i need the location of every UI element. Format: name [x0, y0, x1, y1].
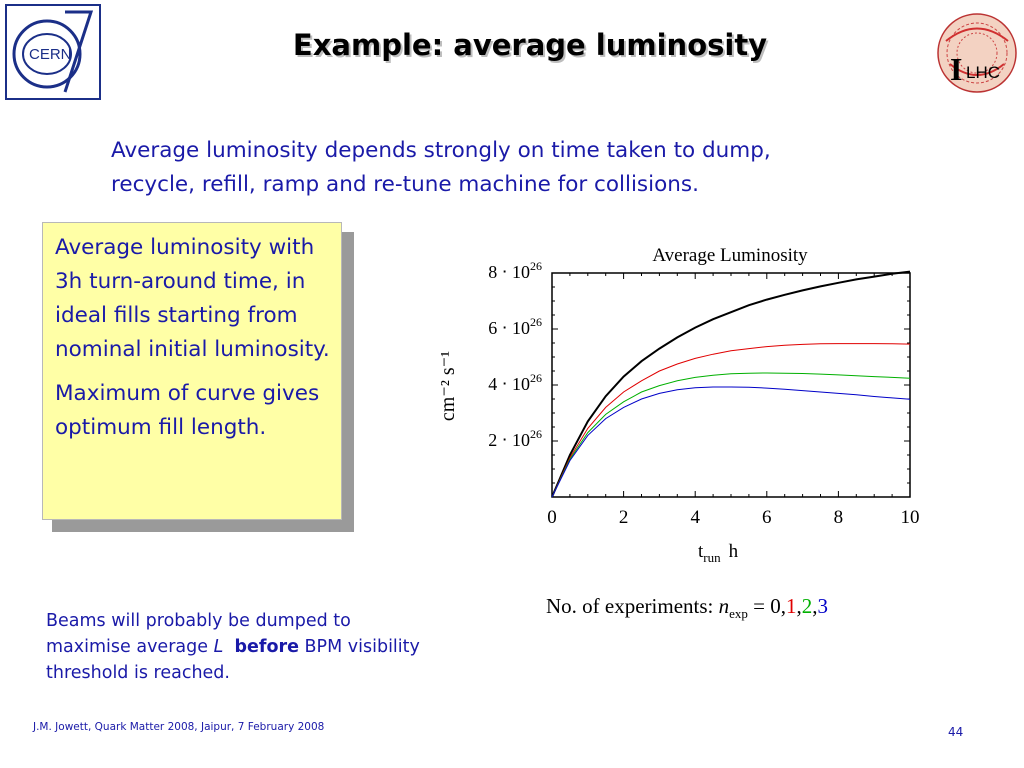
callout-box: Average luminosity with 3h turn-around t… — [42, 222, 342, 520]
experiments-value-0: 0 — [770, 594, 781, 618]
y-tick-label: 8 ⋅ 1026 — [488, 259, 542, 282]
experiments-value-2: 2 — [801, 594, 813, 618]
experiments-label: No. of experiments: nexp = 0,1,2,3 — [546, 594, 828, 622]
x-tick-label: 8 — [834, 507, 844, 528]
y-tick-label: 2 ⋅ 1026 — [488, 427, 542, 450]
y-tick-marks — [552, 272, 910, 498]
y-tick-label: 6 ⋅ 1026 — [488, 315, 542, 338]
beams-note-bold: before — [234, 637, 299, 657]
series-line-3 — [551, 386, 911, 498]
plot-frame — [551, 272, 911, 498]
experiments-eq: = — [747, 594, 771, 618]
callout-paragraph-1: Average luminosity with 3h turn-around t… — [55, 235, 330, 362]
x-tick-labels: 0 2 4 6 8 10 — [547, 507, 919, 528]
chart-title: Average Luminosity — [652, 245, 808, 266]
x-tick-label: 6 — [762, 507, 772, 528]
x-tick-marks — [551, 273, 911, 497]
x-axis-label-main: t — [698, 541, 704, 562]
x-axis-label-unit: h — [729, 541, 739, 562]
page-number: 44 — [948, 725, 964, 739]
y-axis-label: cm⁻² s⁻¹ — [437, 351, 459, 421]
lhc-logo: I LHC — [937, 13, 1017, 93]
lhc-logo-text: LHC — [966, 63, 1000, 82]
callout-paragraph-2: Maximum of curve gives optimum fill leng… — [55, 381, 320, 440]
series-line-0 — [551, 270, 911, 498]
x-tick-label: 4 — [690, 507, 700, 528]
footer-text: J.M. Jowett, Quark Matter 2008, Jaipur, … — [33, 721, 325, 733]
x-tick-label: 2 — [619, 507, 629, 528]
intro-line-1: Average luminosity depends strongly on t… — [111, 138, 771, 163]
beams-note: Beams will probably be dumped to maximis… — [46, 608, 426, 686]
y-tick-labels: 2 ⋅ 1026 4 ⋅ 1026 6 ⋅ 1026 8 ⋅ 1026 — [488, 259, 542, 450]
experiments-var: n — [718, 594, 730, 618]
experiments-value-3: 3 — [817, 594, 829, 618]
beams-note-part-2: BPM visibility threshold is reached. — [46, 637, 420, 683]
slide-title: Example: average luminosity — [292, 28, 768, 62]
beams-note-part-1: Beams will probably be dumped to maximis… — [46, 611, 351, 657]
cern-logo: CERN — [5, 4, 101, 100]
svg-text:I: I — [950, 51, 962, 87]
experiments-sub: exp — [729, 606, 748, 622]
x-axis-label: trun h — [698, 541, 739, 565]
intro-line-2: recycle, refill, ramp and re-tune machin… — [111, 172, 699, 197]
series-line-1 — [551, 343, 911, 498]
intro-text: Average luminosity depends strongly on t… — [111, 134, 931, 202]
x-axis-label-sub: run — [703, 550, 721, 565]
experiments-value-1: 1 — [786, 594, 797, 618]
x-tick-label: 10 — [901, 507, 920, 528]
x-tick-label: 0 — [547, 507, 557, 528]
luminosity-chart: Average Luminosity 0 2 4 6 8 10 2 ⋅ 1026 4 ⋅ 1… — [437, 245, 920, 565]
series-line-2 — [551, 372, 911, 498]
cern-logo-text: CERN — [29, 46, 72, 63]
series-layer — [551, 270, 911, 498]
beams-note-symbol: L — [213, 637, 224, 657]
y-tick-label: 4 ⋅ 1026 — [488, 371, 542, 394]
experiments-prefix: No. of experiments: — [546, 594, 719, 618]
